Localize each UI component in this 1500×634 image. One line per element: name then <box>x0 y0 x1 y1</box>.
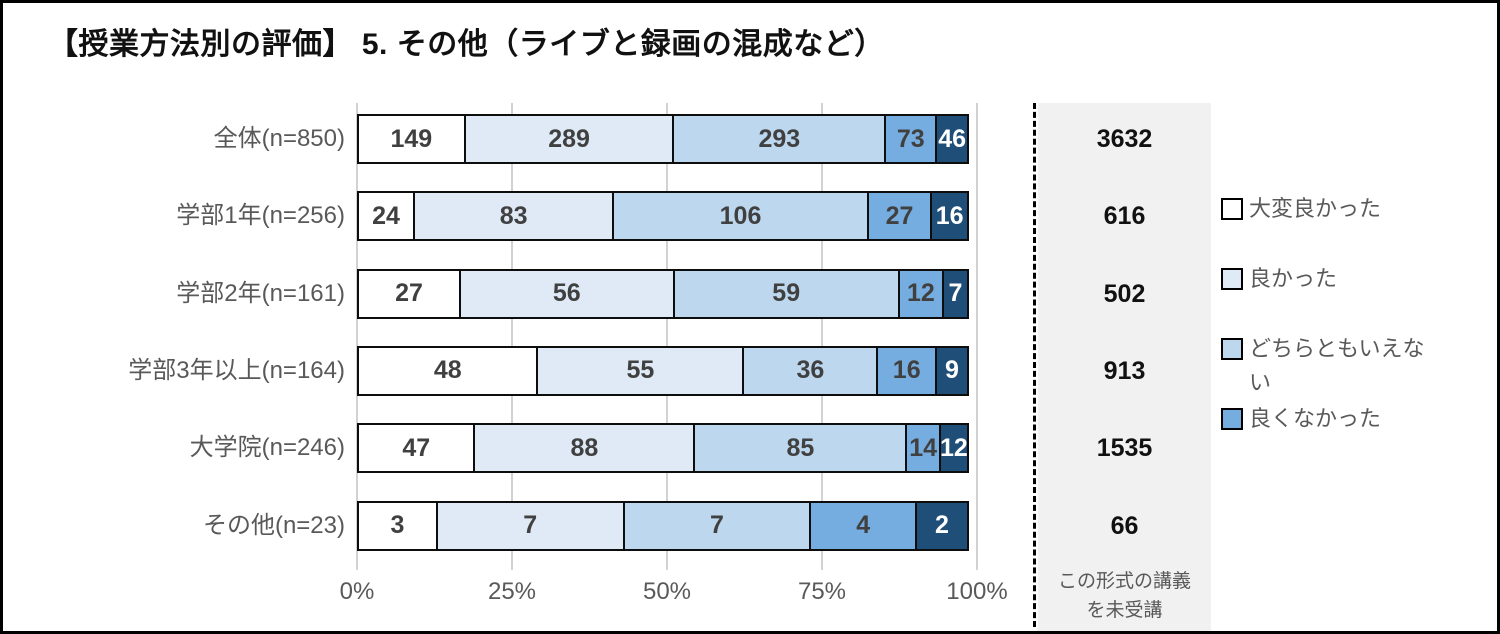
bar-segment: 85 <box>693 423 908 474</box>
gridline-75% <box>821 103 823 570</box>
chart-title: 【授業方法別の評価】 5. その他（ライブと録画の混成など） <box>48 28 885 61</box>
bar-segment: 12 <box>897 268 945 319</box>
x-tick-label: 100% <box>946 578 1008 605</box>
legend-item: 良かった <box>1221 262 1437 296</box>
side-panel-caption-line2: を未受講 <box>1086 600 1163 621</box>
legend-label: どちらともいえない <box>1249 336 1425 395</box>
legend-swatch-icon <box>1221 198 1243 220</box>
bar-row-1: 24 83 106 27 16 <box>357 191 977 242</box>
bar-segment: 56 <box>458 268 675 319</box>
not-attended-value: 3632 <box>1096 125 1153 153</box>
bar-segment: 27 <box>866 191 933 242</box>
not-attended-value: 1535 <box>1096 434 1153 463</box>
category-label: 大学院(n=246) <box>189 434 345 462</box>
gridline-0% <box>356 103 358 570</box>
category-label: 全体(n=850) <box>213 125 345 152</box>
gridline-50% <box>666 103 668 570</box>
legend-item: どちらともいえない <box>1221 332 1437 400</box>
bar-segment: 3 <box>357 500 438 551</box>
category-label: 学部2年(n=161) <box>176 279 345 307</box>
bar-segment: 36 <box>742 345 879 396</box>
legend-label: 良かった <box>1249 266 1338 291</box>
legend-swatch-icon <box>1221 408 1243 430</box>
bar-row-4: 47 88 85 14 12 <box>357 423 977 474</box>
not-attended-value: 502 <box>1103 279 1146 308</box>
bar-segment: 7 <box>622 500 812 551</box>
x-axis-ticks: 0% 25% 50% 75% 100% <box>340 578 1008 608</box>
bar-segment: 9 <box>934 345 969 396</box>
side-panel-caption-line1: この形式の講義 <box>1057 571 1191 592</box>
legend-label: 良くなかった <box>1249 406 1382 431</box>
bar-segment: 7 <box>435 500 625 551</box>
side-panel-not-attended: この形式の講義 を未受講 3632 616 502 913 1535 66 <box>1038 103 1211 631</box>
legend-label: 大変良かった <box>1249 196 1382 221</box>
bar-segment: 106 <box>612 191 869 242</box>
bar-segment: 47 <box>357 423 476 474</box>
x-tick-label: 0% <box>339 578 375 605</box>
category-label: 学部1年(n=256) <box>176 202 345 230</box>
bar-segment: 55 <box>536 345 745 396</box>
bar-segment: 73 <box>884 114 938 164</box>
bar-segment: 149 <box>357 114 466 164</box>
bar-segment: 27 <box>357 268 461 319</box>
legend-swatch-icon <box>1221 268 1243 290</box>
x-tick-label: 75% <box>797 578 847 605</box>
bar-segment: 88 <box>473 423 696 474</box>
separator-dashed-line <box>1033 103 1036 627</box>
bar-segment: 2 <box>915 500 969 551</box>
bar-segment: 14 <box>905 423 941 474</box>
legend-item: 良くなかった <box>1221 402 1437 436</box>
bar-segment: 4 <box>809 500 918 551</box>
x-tick-label: 25% <box>487 578 537 605</box>
gridline-100% <box>976 103 978 570</box>
bar-segment: 24 <box>357 191 416 242</box>
bar-segment: 12 <box>938 423 969 474</box>
bar-row-3: 48 55 36 16 9 <box>357 345 977 396</box>
plot-area: 149 289 293 73 46 24 83 106 27 16 27 56 59 12 7 48 55 36 1… <box>356 103 978 570</box>
bar-segment: 46 <box>935 114 969 164</box>
legend-item: 大変良かった <box>1221 192 1437 226</box>
bar-segment: 59 <box>672 268 900 319</box>
bar-row-0: 149 289 293 73 46 <box>357 114 977 164</box>
bar-segment: 48 <box>357 345 539 396</box>
bar-segment: 83 <box>413 191 615 242</box>
side-panel-caption: この形式の講義 を未受講 <box>1038 567 1211 625</box>
bar-segment: 293 <box>672 114 887 164</box>
legend-swatch-icon <box>1221 338 1243 360</box>
x-tick-label: 50% <box>642 578 692 605</box>
bar-segment: 7 <box>942 268 969 319</box>
bar-segment: 16 <box>876 345 937 396</box>
bar-row-2: 27 56 59 12 7 <box>357 268 977 319</box>
not-attended-value: 616 <box>1103 202 1146 231</box>
not-attended-value: 913 <box>1103 356 1146 385</box>
bar-segment: 289 <box>463 114 675 164</box>
category-label: 学部3年以上(n=164) <box>128 356 345 384</box>
not-attended-value: 66 <box>1110 511 1139 540</box>
gridline-25% <box>511 103 513 570</box>
bar-segment: 16 <box>930 191 969 242</box>
category-label: その他(n=23) <box>202 511 345 539</box>
